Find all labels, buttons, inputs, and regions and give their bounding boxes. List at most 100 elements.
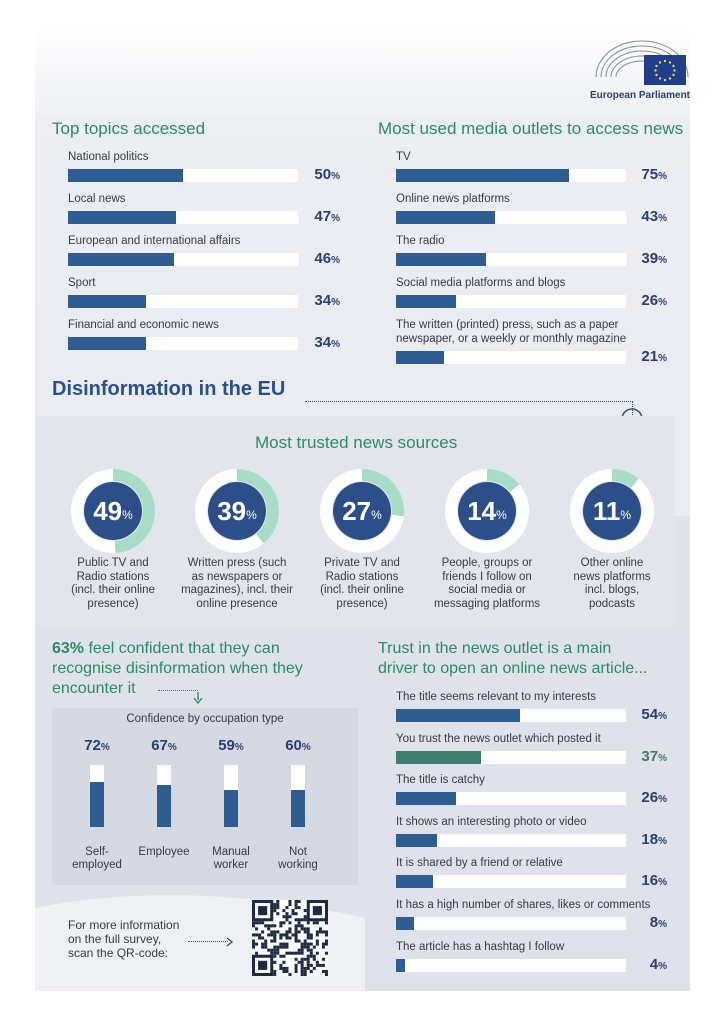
qr-module	[300, 957, 304, 961]
qr-module	[297, 939, 301, 943]
article-pct-1: 37%	[617, 748, 667, 765]
topics-pct-3: 34%	[290, 292, 340, 309]
qr-module	[288, 951, 292, 955]
qr-module	[306, 927, 310, 931]
article-pct-0-unit: %	[658, 711, 667, 722]
qr-module	[303, 930, 307, 934]
confidence-label-3-line-0: Not	[289, 846, 307, 858]
qr-module	[306, 945, 310, 949]
qr-module	[273, 969, 277, 973]
qr-module	[294, 930, 298, 934]
qr-module	[285, 951, 289, 955]
article-pct-0-value: 54	[641, 706, 659, 723]
qr-module	[279, 933, 283, 937]
qr-module	[324, 939, 328, 943]
media-pct-4-unit: %	[658, 353, 667, 364]
qr-module	[306, 957, 310, 961]
arrow-right-icon	[226, 937, 234, 947]
article-pct-4: 16%	[617, 872, 667, 889]
qr-finder-0-2	[258, 906, 268, 916]
confidence-track-2	[224, 765, 238, 827]
qr-module	[273, 903, 277, 907]
qr-module	[267, 948, 271, 952]
qr-module	[270, 939, 274, 943]
qr-module	[297, 918, 301, 922]
qr-module	[288, 972, 292, 976]
topics-label-3: Sport	[68, 277, 96, 289]
qr-module	[276, 906, 280, 910]
topics-pct-0-value: 50	[314, 166, 332, 183]
qr-module	[303, 915, 307, 919]
trusted-source-label-4-line-0: Other online	[580, 557, 644, 569]
trusted-source-num-unit-2: %	[371, 508, 382, 522]
qr-module	[261, 921, 265, 925]
trusted-source-num-unit-3: %	[496, 508, 507, 522]
trusted-source-label-3-line-0: People, groups or	[441, 557, 533, 569]
confidence-track-1	[157, 765, 171, 827]
topics-track-1	[68, 211, 298, 224]
trusted-source-num-value-4: 11	[592, 495, 621, 526]
article-label-0: The title seems relevant to my interests	[396, 691, 597, 703]
confidence-pct-2-value: 59	[218, 737, 235, 754]
media-pct-2-value: 39	[641, 250, 659, 267]
qr-module	[324, 933, 328, 937]
confidence-label-0-line-0: Self-	[85, 846, 109, 858]
qr-module	[297, 951, 301, 955]
open-article-title-line-2: driver to open an online news article...	[378, 660, 648, 677]
confidence-label-2: Manual worker	[196, 846, 266, 872]
qr-module	[264, 939, 268, 943]
trusted-source-num-value-1: 39	[217, 495, 247, 526]
qr-module	[300, 918, 304, 922]
qr-module	[279, 924, 283, 928]
qr-module	[303, 966, 307, 970]
parliament-logo-icon	[595, 40, 689, 85]
qr-module	[324, 951, 328, 955]
trusted-source-label-3-line-1: friends I follow on	[442, 570, 532, 583]
trusted-source-3: 14%	[445, 469, 529, 553]
confidence-pct-0-unit: %	[100, 742, 110, 753]
media-pct-0-unit: %	[658, 171, 667, 182]
qr-module	[309, 951, 313, 955]
qr-module	[294, 906, 298, 910]
qr-module	[273, 924, 277, 928]
qr-module	[264, 924, 268, 928]
qr-module	[285, 969, 289, 973]
qr-module	[285, 915, 289, 919]
article-pct-6: 4%	[617, 956, 667, 973]
qr-module	[294, 936, 298, 940]
topics-label-4: Financial and economic news	[68, 319, 219, 331]
trusted-source-0: 49%	[71, 469, 155, 553]
qr-code-icon[interactable]	[252, 900, 328, 976]
qr-module	[282, 945, 286, 949]
qr-module	[303, 909, 307, 913]
qr-module	[294, 927, 298, 931]
qr-finder-2-2	[258, 960, 268, 970]
article-track-0	[396, 709, 626, 722]
qr-module	[324, 921, 328, 925]
trusted-source-label-1: Written press (such as newspapers or magaz…	[177, 557, 297, 611]
qr-module	[273, 936, 277, 940]
qr-module	[303, 927, 307, 931]
topics-track-0	[68, 169, 298, 182]
qr-module	[324, 930, 328, 934]
article-track-6	[396, 958, 626, 972]
org-name: European Parliament	[589, 90, 691, 101]
trusted-source-donut-4	[570, 469, 654, 553]
trusted-source-center-3	[458, 482, 516, 540]
qr-module	[312, 954, 316, 958]
qr-module	[285, 906, 289, 910]
qr-module	[273, 960, 277, 964]
qr-module	[321, 942, 325, 946]
article-bar-6	[396, 958, 406, 972]
qr-module	[324, 969, 328, 973]
trusted-source-label-4-line-2: incl. blogs,	[584, 584, 640, 596]
qr-module	[321, 957, 325, 961]
media-track-3	[396, 295, 626, 308]
qr-module	[282, 915, 286, 919]
confidence-pct-3-unit: %	[301, 742, 311, 753]
qr-module	[255, 921, 259, 925]
trusted-source-label-3-line-2: social media or	[448, 584, 526, 596]
qr-module	[318, 963, 322, 967]
topics-bar-2	[68, 253, 174, 266]
header-band	[35, 25, 690, 115]
